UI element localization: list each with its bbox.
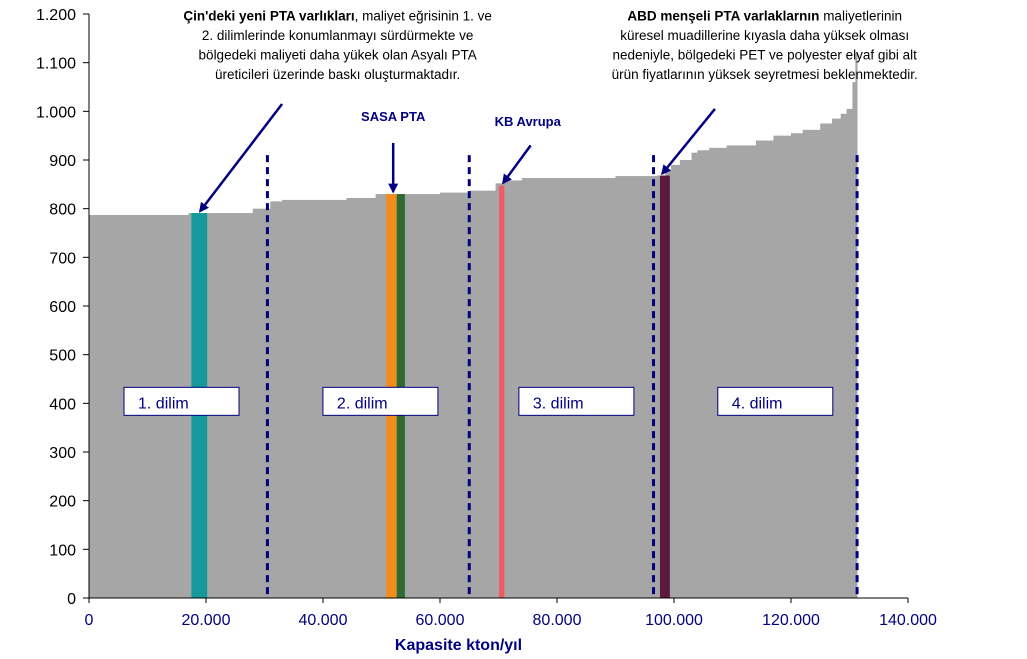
annotation-line: ABD menşeli PTA varlaklarnın maliyetleri… bbox=[627, 8, 902, 23]
annotation-text: ürün fiyatlarının yüksek seyretmesi bekl… bbox=[612, 67, 918, 82]
plant-marker-label: KB Avrupa bbox=[495, 114, 562, 129]
y-tick-label: 700 bbox=[49, 250, 76, 267]
band-label-text: 3. dilim bbox=[533, 395, 584, 412]
y-tick-label: 1.200 bbox=[36, 7, 76, 24]
y-tick-label: 900 bbox=[49, 153, 76, 170]
annotation-arrow bbox=[198, 103, 284, 213]
annotation: Çin'deki yeni PTA varlıkları, maliyet eğ… bbox=[183, 8, 492, 213]
annotation-text: , maliyet eğrisinin 1. ve bbox=[355, 8, 492, 23]
curve-step bbox=[802, 129, 821, 598]
curve-step bbox=[831, 118, 842, 598]
band-label: 2. dilim bbox=[322, 386, 439, 416]
y-tick-label: 600 bbox=[49, 299, 76, 316]
y-tick-label: 800 bbox=[49, 202, 76, 219]
y-tick-label: 500 bbox=[49, 348, 76, 365]
y-tick-label: 1.000 bbox=[36, 104, 76, 121]
annotation-text: maliyetlerinin bbox=[819, 8, 902, 23]
x-tick-label: 20.000 bbox=[182, 612, 231, 629]
curve-step bbox=[679, 160, 692, 598]
annotation-text: üreticileri üzerinde baskı oluşturmaktad… bbox=[215, 67, 460, 82]
x-tick-label: 120.000 bbox=[762, 612, 820, 629]
curve-step bbox=[773, 135, 792, 598]
curve-step bbox=[671, 164, 681, 598]
band-label-box bbox=[717, 386, 834, 416]
curve-step bbox=[846, 108, 853, 599]
band-label-text: 2. dilim bbox=[337, 395, 388, 412]
curve-step bbox=[270, 201, 283, 598]
annotation-text: küresel muadillerine kıyasla daha yüksek… bbox=[620, 28, 909, 43]
annotations: Çin'deki yeni PTA varlıkları, maliyet eğ… bbox=[183, 8, 918, 213]
band-label: 3. dilim bbox=[518, 386, 635, 416]
x-tick-label: 80.000 bbox=[533, 612, 582, 629]
curve-step bbox=[755, 140, 774, 599]
annotation-arrow bbox=[661, 108, 716, 176]
annotation-bold-text: ABD menşeli PTA varlaklarnın bbox=[627, 8, 819, 23]
y-tick-label: 0 bbox=[67, 591, 76, 608]
curve-step bbox=[852, 82, 856, 599]
curve-step bbox=[709, 147, 728, 599]
annotation-line: ürün fiyatlarının yüksek seyretmesi bekl… bbox=[612, 67, 918, 82]
x-tick-label: 140.000 bbox=[879, 612, 937, 629]
curve-step bbox=[504, 180, 523, 598]
band-label: 1. dilim bbox=[123, 386, 240, 416]
annotation-line: 2. dilimlerinde konumlanmayı sürdürmekte… bbox=[202, 28, 474, 43]
x-tick-label: 0 bbox=[85, 612, 94, 629]
annotation-line: küresel muadillerine kıyasla daha yüksek… bbox=[620, 28, 909, 43]
annotation-text: nedeniyle, bölgedeki PET ve polyester el… bbox=[612, 47, 917, 62]
band-label-box bbox=[123, 386, 240, 416]
y-tick-label: 200 bbox=[49, 494, 76, 511]
band-labels: 1. dilim 2. dilim 3. dilim 4. dilim bbox=[123, 386, 834, 416]
curve-step bbox=[726, 145, 757, 598]
plant-marker-arrow bbox=[501, 144, 532, 185]
band-label-box bbox=[518, 386, 635, 416]
x-tick-label: 60.000 bbox=[416, 612, 465, 629]
y-tick-label: 400 bbox=[49, 396, 76, 413]
annotation: ABD menşeli PTA varlaklarnın maliyetleri… bbox=[612, 8, 918, 176]
curve-step bbox=[840, 113, 847, 599]
curve-step bbox=[440, 192, 470, 598]
annotation-line: üreticileri üzerinde baskı oluşturmaktad… bbox=[215, 67, 460, 82]
x-axis-title: Kapasite kton/yıl bbox=[395, 637, 522, 654]
plant-marker: SASA PTA bbox=[361, 109, 426, 194]
annotation-text: bölgedeki maliyeti daha yükek olan Asyal… bbox=[199, 47, 477, 62]
band-label-text: 4. dilim bbox=[732, 395, 783, 412]
curve-step bbox=[791, 133, 804, 598]
x-tick-label: 40.000 bbox=[299, 612, 348, 629]
annotation-text: 2. dilimlerinde konumlanmayı sürdürmekte… bbox=[202, 28, 474, 43]
curve-step bbox=[820, 123, 833, 598]
plant-marker: KB Avrupa bbox=[495, 114, 562, 185]
axes: 0 100 200 300 400 500 600 700 800 900 1.000 1.100 1.… bbox=[36, 7, 937, 654]
curve-step bbox=[469, 190, 496, 598]
y-tick-label: 1.100 bbox=[36, 56, 76, 73]
plant-markers: SASA PTA KB Avrupa bbox=[361, 109, 562, 194]
curve-step bbox=[691, 152, 698, 598]
y-tick-label: 300 bbox=[49, 445, 76, 462]
highlight-bar bbox=[499, 185, 505, 598]
annotation-bold-text: Çin'deki yeni PTA varlıkları bbox=[183, 8, 354, 23]
band-label-text: 1. dilim bbox=[138, 395, 189, 412]
band-separators bbox=[265, 155, 859, 598]
y-tick-label: 100 bbox=[49, 542, 76, 559]
annotation-line: nedeniyle, bölgedeki PET ve polyester el… bbox=[612, 47, 917, 62]
annotation-line: Çin'deki yeni PTA varlıkları, maliyet eğ… bbox=[183, 8, 492, 23]
plant-marker-label: SASA PTA bbox=[361, 109, 426, 124]
annotation-line: bölgedeki maliyeti daha yükek olan Asyal… bbox=[199, 47, 477, 62]
band-label-box bbox=[322, 386, 439, 416]
curve-step bbox=[697, 150, 710, 598]
highlight-bar bbox=[659, 175, 670, 598]
x-tick-label: 100.000 bbox=[645, 612, 703, 629]
band-label: 4. dilim bbox=[717, 386, 834, 416]
